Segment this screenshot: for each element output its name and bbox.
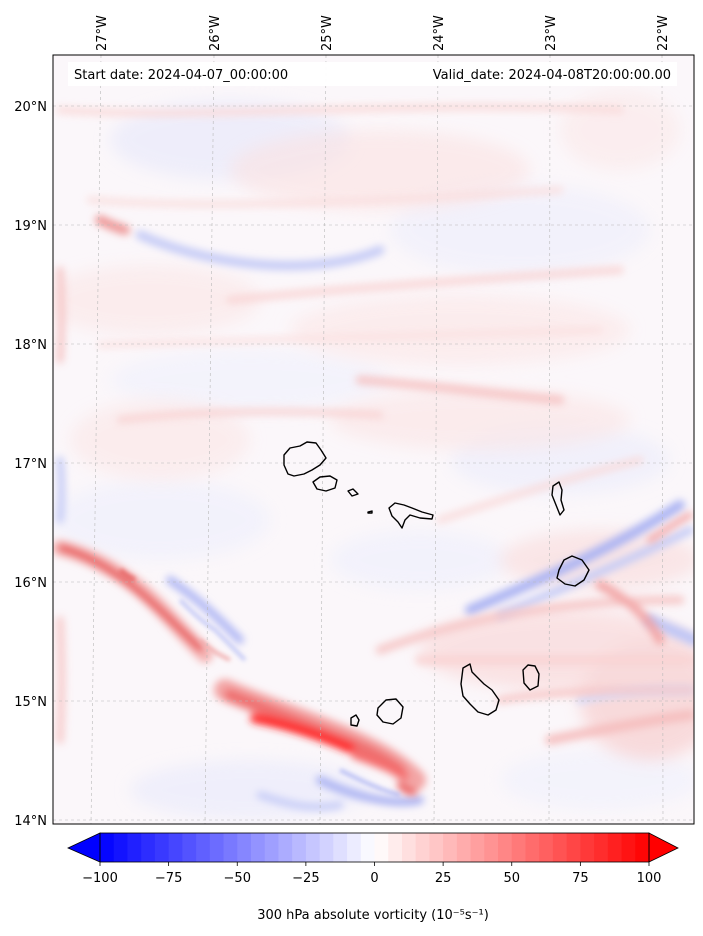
lon-label: 24°W: [432, 15, 447, 51]
colorbar-cell: [443, 833, 458, 862]
lat-label: 14°N: [14, 814, 47, 829]
colorbar-cell: [360, 833, 376, 862]
colorbar-cell: [511, 833, 527, 862]
colorbar-min-extend: [67, 832, 101, 863]
info-box: [68, 62, 677, 86]
colorbar-tick-label: 25: [435, 871, 452, 886]
colorbar-cell: [305, 833, 321, 862]
colorbar: −100 −75 −50 −25 0 25 50 75 100 300 hPa absolute…: [67, 832, 679, 923]
island-boa-vista: [556, 555, 590, 587]
colorbar-cell: [154, 833, 170, 862]
island-branco: [367, 510, 373, 514]
lat-label: 18°N: [14, 338, 47, 353]
colorbar-cell: [429, 833, 444, 862]
colorbar-cell: [566, 833, 581, 862]
lon-label: 25°W: [320, 15, 335, 51]
colorbar-cell: [539, 833, 554, 862]
colorbar-tick-label: 50: [503, 871, 520, 886]
lat-labels: 20°N 19°N 18°N 17°N 16°N 15°N 14°N: [14, 100, 47, 829]
vorticity-field: [53, 90, 694, 820]
colorbar-cell: [113, 833, 129, 862]
colorbar-label: 300 hPa absolute vorticity (10⁻⁵s⁻¹): [257, 908, 489, 923]
map-frame: [52, 54, 695, 825]
island-santo-antao: [283, 441, 327, 477]
colorbar-cell: [100, 833, 115, 862]
colorbar-cell: [374, 833, 389, 862]
colorbar-tick-label: 0: [370, 871, 378, 886]
colorbar-cell: [127, 833, 142, 862]
colorbar-cell: [525, 833, 540, 862]
colorbar-cell: [182, 833, 197, 862]
start-date-label: Start date: 2024-04-07_00:00:00: [74, 68, 288, 83]
colorbar-cell: [635, 833, 650, 862]
island-fogo: [376, 698, 404, 725]
lat-label: 17°N: [14, 457, 47, 472]
lat-label: 19°N: [14, 219, 47, 234]
colorbar-cell: [168, 833, 183, 862]
island-sal: [551, 481, 565, 516]
colorbar-cell: [552, 833, 568, 862]
gridlines: [53, 54, 694, 825]
colorbar-cell: [319, 833, 334, 862]
colorbar-max-extend: [648, 832, 679, 863]
colorbar-cell: [498, 833, 513, 862]
colorbar-cell: [196, 833, 211, 862]
coastlines: [283, 441, 590, 727]
colorbar-cell: [223, 833, 238, 862]
colorbar-cell: [401, 833, 417, 862]
island-santiago: [460, 663, 500, 716]
lon-label: 26°W: [208, 15, 223, 51]
colorbar-tick-label: −25: [292, 871, 319, 886]
colorbar-ticks: −100 −75 −50 −25 0 25 50 75 100: [82, 862, 661, 886]
colorbar-cell: [607, 833, 623, 862]
lat-label: 20°N: [14, 100, 47, 115]
lat-label: 16°N: [14, 576, 47, 591]
colorbar-cell: [209, 833, 225, 862]
colorbar-cell: [388, 833, 403, 862]
island-sao-nicolau: [388, 502, 434, 529]
colorbar-tick-label: 75: [572, 871, 589, 886]
island-santa-luzia: [347, 488, 359, 497]
colorbar-cell: [456, 833, 472, 862]
colorbar-cell: [415, 833, 430, 862]
colorbar-tick-label: −100: [82, 871, 118, 886]
colorbar-cell: [470, 833, 485, 862]
colorbar-cells: [100, 833, 650, 862]
colorbar-cell: [141, 833, 156, 862]
colorbar-cell: [333, 833, 348, 862]
lon-labels: 27°W 26°W 25°W 24°W 23°W 22°W: [95, 15, 671, 51]
colorbar-cell: [594, 833, 609, 862]
lon-label: 22°W: [656, 15, 671, 51]
colorbar-tick-label: −50: [224, 871, 251, 886]
colorbar-cell: [264, 833, 280, 862]
colorbar-tick-label: −75: [155, 871, 182, 886]
island-maio: [522, 664, 540, 691]
colorbar-cell: [580, 833, 595, 862]
colorbar-cell: [292, 833, 307, 862]
lon-label: 23°W: [544, 15, 559, 51]
lat-label: 15°N: [14, 695, 47, 710]
colorbar-cell: [250, 833, 266, 862]
lon-label: 27°W: [95, 15, 110, 51]
colorbar-cell: [237, 833, 252, 862]
colorbar-cell: [484, 833, 499, 862]
island-brava: [350, 714, 360, 727]
colorbar-tick-label: 100: [637, 871, 662, 886]
valid-date-label: Valid_date: 2024-04-08T20:00:00.00: [433, 68, 671, 83]
colorbar-cell: [621, 833, 636, 862]
map-panel: Start date: 2024-04-07_00:00:00 Valid_da…: [52, 54, 695, 825]
colorbar-cell: [347, 833, 362, 862]
colorbar-cell: [278, 833, 293, 862]
island-sao-vicente: [312, 475, 338, 492]
